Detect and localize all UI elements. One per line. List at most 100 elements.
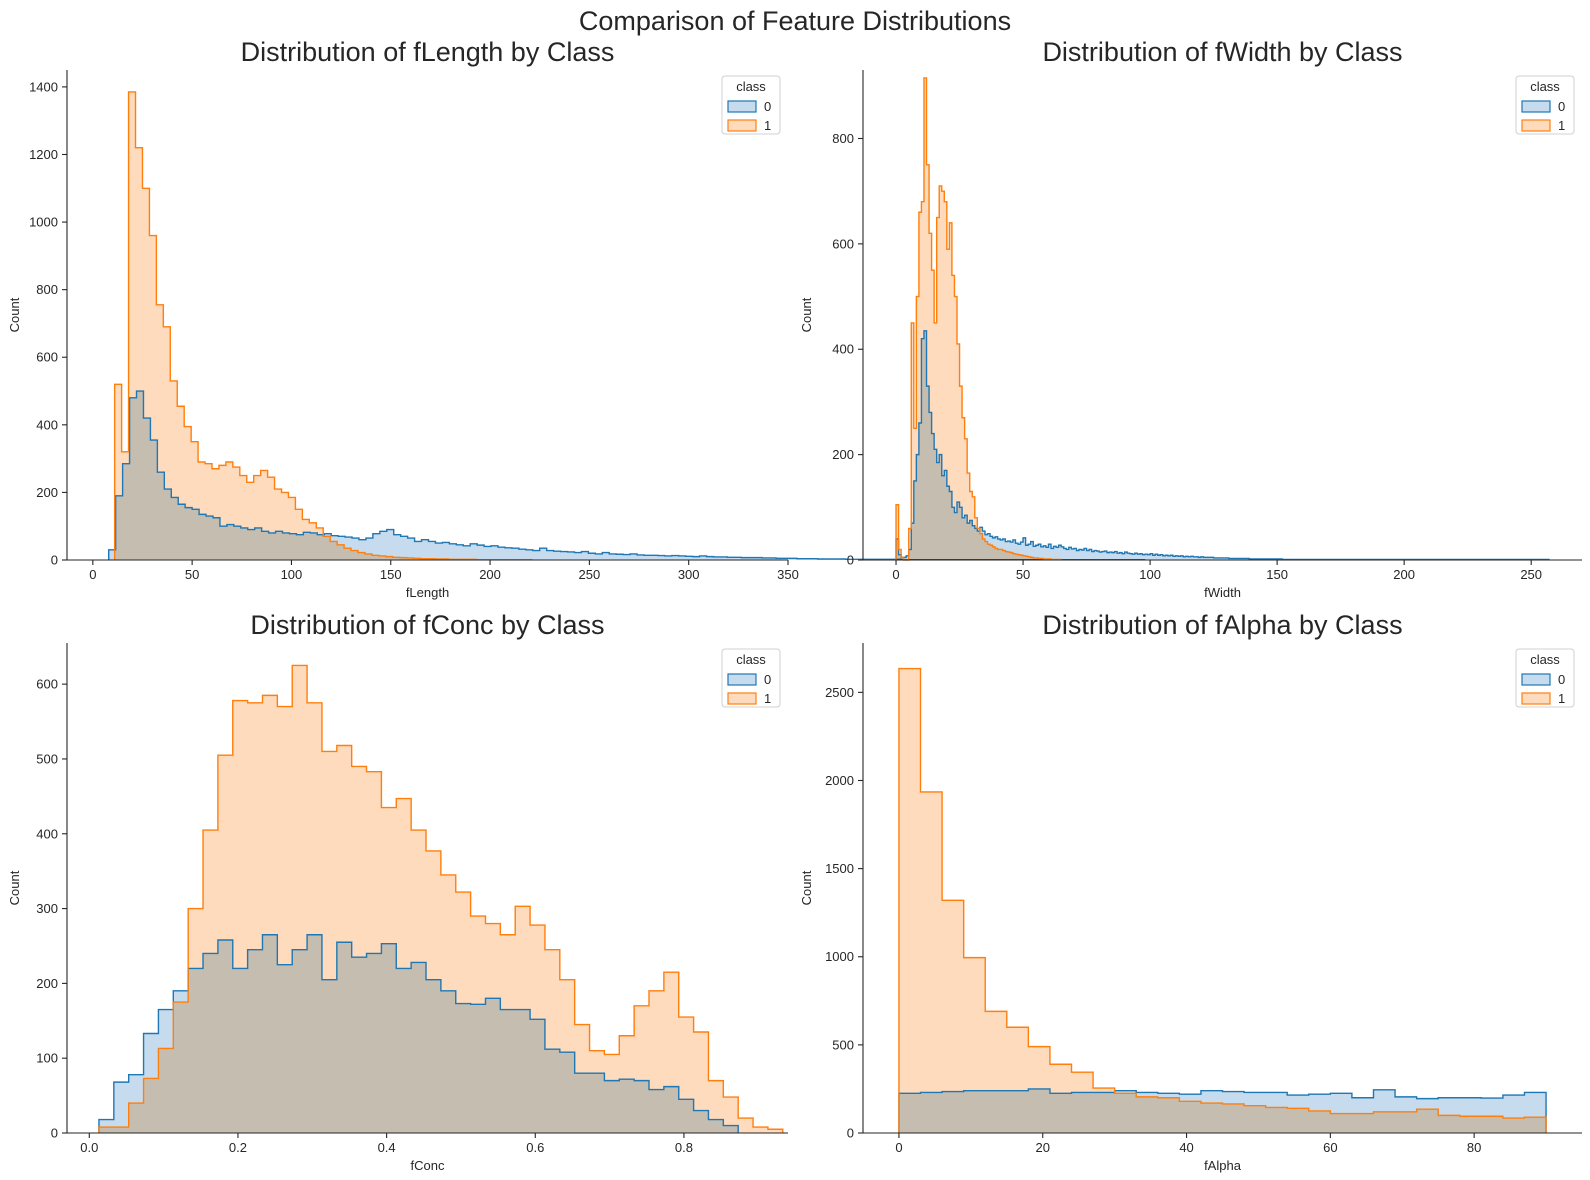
legend-label-class-1: 1 <box>764 118 771 133</box>
x-tick-label: 0 <box>892 567 899 582</box>
x-axis-label: fLength <box>406 585 449 600</box>
y-tick-label: 0 <box>847 553 854 568</box>
y-tick-label: 200 <box>36 976 58 991</box>
histogram-series-group <box>108 91 1146 561</box>
legend: class 0 1 <box>721 648 781 708</box>
x-axis-label: fAlpha <box>1204 1158 1242 1173</box>
histogram-series-group <box>98 664 784 1133</box>
legend-label-class-1: 1 <box>1558 118 1565 133</box>
y-tick-label: 2000 <box>825 773 854 788</box>
y-tick-label: 500 <box>36 751 58 766</box>
legend-label-class-0: 0 <box>764 672 771 687</box>
x-tick-label: 250 <box>1520 567 1542 582</box>
histogram-outline-class-0 <box>108 390 1146 561</box>
x-tick-label: 50 <box>185 567 199 582</box>
x-tick-label: 100 <box>281 567 303 582</box>
legend-title: class <box>736 79 766 94</box>
histogram-outline-class-1 <box>898 667 1547 1133</box>
y-tick-label: 400 <box>36 826 58 841</box>
x-tick-label: 0.2 <box>229 1140 247 1155</box>
legend-label-class-0: 0 <box>764 99 771 114</box>
y-tick-label: 600 <box>36 350 58 365</box>
y-tick-label: 1500 <box>825 861 854 876</box>
x-tick-label: 200 <box>1393 567 1415 582</box>
y-tick-label: 200 <box>36 485 58 500</box>
x-tick-label: 20 <box>1036 1140 1050 1155</box>
x-tick-label: 0.6 <box>526 1140 544 1155</box>
subplot-fconc: 0.0 0.2 0.4 0.6 0.8 0 100 200 300 400 500 600 fConc C… <box>7 610 788 1173</box>
x-tick-label: 50 <box>1016 567 1030 582</box>
y-tick-label: 800 <box>832 131 854 146</box>
subplot-fwidth: 0 50 100 150 200 250 0 200 400 600 800 fWidth Count D… <box>799 37 1582 600</box>
x-axis-label: fConc <box>411 1158 445 1173</box>
legend-swatch-class-1 <box>727 692 757 705</box>
x-tick-label: 250 <box>579 567 601 582</box>
histogram-fill-class-1 <box>896 77 1062 561</box>
y-axis-label: Count <box>799 870 814 905</box>
y-tick-label: 400 <box>36 417 58 432</box>
x-tick-label: 0 <box>89 567 96 582</box>
legend-label-class-0: 0 <box>1558 99 1565 114</box>
histogram-outline-class-1 <box>98 664 784 1133</box>
legend: class 0 1 <box>1515 648 1575 708</box>
y-tick-label: 400 <box>832 342 854 357</box>
subplot-title: Distribution of fConc by Class <box>250 610 604 640</box>
x-axis-label: fWidth <box>1204 585 1241 600</box>
y-tick-label: 200 <box>832 447 854 462</box>
y-tick-label: 1000 <box>29 215 58 230</box>
y-tick-label: 0 <box>847 1126 854 1141</box>
histogram-outline-class-1 <box>895 77 1062 561</box>
legend-title: class <box>1530 79 1560 94</box>
histogram-outline-class-0 <box>898 1088 1547 1133</box>
x-tick-label: 0.8 <box>675 1140 693 1155</box>
y-axis-label: Count <box>7 870 22 905</box>
histogram-fill-class-1 <box>114 91 532 560</box>
y-tick-label: 1400 <box>29 79 58 94</box>
x-tick-label: 100 <box>1139 567 1161 582</box>
y-axis-label: Count <box>7 297 22 332</box>
histogram-fill-class-1 <box>98 665 783 1133</box>
legend: class 0 1 <box>1515 75 1575 135</box>
legend-swatch-class-0 <box>1521 100 1551 113</box>
histogram-outline-class-1 <box>113 91 533 561</box>
y-tick-label: 1200 <box>29 147 58 162</box>
y-tick-label: 800 <box>36 282 58 297</box>
y-tick-label: 2500 <box>825 685 854 700</box>
histogram-series-group <box>898 667 1547 1133</box>
x-tick-label: 80 <box>1467 1140 1481 1155</box>
legend-swatch-class-1 <box>1521 692 1551 705</box>
legend-label-class-1: 1 <box>1558 691 1565 706</box>
subplot-falpha: 0 20 40 60 80 0 500 1000 1500 2000 2500 fAlpha Count… <box>799 610 1582 1173</box>
x-tick-label: 200 <box>479 567 501 582</box>
x-tick-label: 150 <box>380 567 402 582</box>
x-tick-label: 40 <box>1179 1140 1193 1155</box>
legend-swatch-class-1 <box>727 119 757 132</box>
x-tick-label: 350 <box>777 567 799 582</box>
figure-suptitle: Comparison of Feature Distributions <box>579 6 1011 36</box>
legend-label-class-1: 1 <box>764 691 771 706</box>
x-tick-label: 300 <box>678 567 700 582</box>
y-tick-label: 600 <box>36 677 58 692</box>
y-tick-label: 100 <box>36 1051 58 1066</box>
subplot-grid: 0 50 100 150 200 250 300 3500200400600800100012… <box>7 37 1582 1173</box>
legend-swatch-class-0 <box>727 673 757 686</box>
legend-title: class <box>736 652 766 667</box>
subplot-title: Distribution of fLength by Class <box>241 37 615 67</box>
subplot-flength: 0 50 100 150 200 250 300 3500200400600800100012… <box>7 37 1146 600</box>
histogram-outline-class-0 <box>98 934 739 1133</box>
subplot-title: Distribution of fAlpha by Class <box>1042 610 1402 640</box>
y-tick-label: 0 <box>51 1126 58 1141</box>
x-tick-label: 0.0 <box>80 1140 98 1155</box>
histogram-fill-class-0 <box>896 330 1549 560</box>
histogram-outline-class-0 <box>895 330 1550 561</box>
legend-title: class <box>1530 652 1560 667</box>
x-tick-label: 150 <box>1266 567 1288 582</box>
histogram-series-group <box>895 77 1550 561</box>
y-tick-label: 0 <box>51 553 58 568</box>
legend-label-class-0: 0 <box>1558 672 1565 687</box>
legend-swatch-class-0 <box>727 100 757 113</box>
x-tick-label: 0.4 <box>378 1140 396 1155</box>
legend-swatch-class-0 <box>1521 673 1551 686</box>
x-tick-label: 60 <box>1323 1140 1337 1155</box>
